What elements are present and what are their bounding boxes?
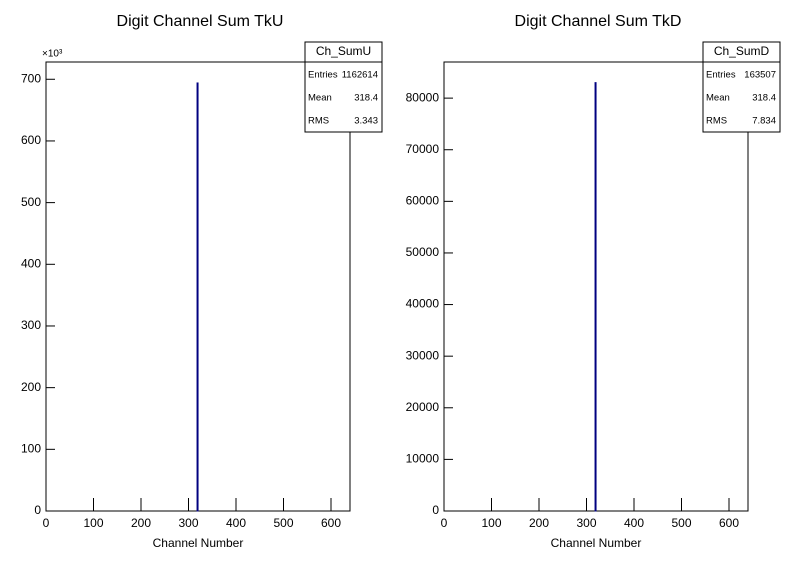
stats-value: 163507 xyxy=(744,70,776,81)
x-tick-label: 200 xyxy=(131,516,151,530)
x-tick-label: 300 xyxy=(576,516,596,530)
stats-label: Mean xyxy=(706,93,730,104)
y-tick-label: 30000 xyxy=(406,348,440,362)
y-tick-label: 20000 xyxy=(406,400,440,414)
y-tick-label: 70000 xyxy=(406,142,440,156)
stats-value: 7.834 xyxy=(752,116,776,127)
stats-box xyxy=(304,41,383,133)
chart-title: Digit Channel Sum TkD xyxy=(515,13,682,30)
y-tick-label: 0 xyxy=(34,503,41,517)
x-tick-label: 300 xyxy=(178,516,198,530)
y-tick-label: 700 xyxy=(21,71,41,85)
histogram-bar xyxy=(594,82,597,512)
y-tick-label: 0 xyxy=(432,503,439,517)
stats-label: Entries xyxy=(308,70,338,81)
x-tick-label: 100 xyxy=(83,516,103,530)
y-tick-label: 50000 xyxy=(406,245,440,259)
x-tick-label: 0 xyxy=(43,516,50,530)
y-tick-label: 100 xyxy=(21,441,41,455)
panel: Digit Channel Sum TkU 0 100 200 300 400 500 600… xyxy=(21,13,383,550)
stats-value: 318.4 xyxy=(752,93,776,104)
y-tick-label: 60000 xyxy=(406,194,440,208)
x-tick-label: 400 xyxy=(226,516,246,530)
stats-title: Ch_SumD xyxy=(714,44,770,58)
y-tick-label: 200 xyxy=(21,380,41,394)
stats-title: Ch_SumU xyxy=(316,44,371,58)
x-tick-label: 100 xyxy=(481,516,501,530)
x-tick-label: 200 xyxy=(529,516,549,530)
y-multiplier: ×10³ xyxy=(42,49,63,60)
x-tick-label: 600 xyxy=(321,516,341,530)
stats-label: RMS xyxy=(308,116,329,127)
x-axis-label: Channel Number xyxy=(153,536,244,550)
stats-label: RMS xyxy=(706,116,727,127)
stats-box xyxy=(702,41,781,133)
stats-value: 1162614 xyxy=(342,70,378,81)
stats-value: 3.343 xyxy=(354,116,378,127)
panel: Digit Channel Sum TkD 0 10000 20000 30000 400… xyxy=(406,13,781,550)
chart-title: Digit Channel Sum TkU xyxy=(117,13,284,30)
stats-label: Entries xyxy=(706,70,736,81)
stats-label: Mean xyxy=(308,93,332,104)
y-tick-label: 600 xyxy=(21,133,41,147)
x-tick-label: 400 xyxy=(624,516,644,530)
x-tick-label: 500 xyxy=(671,516,691,530)
y-tick-label: 10000 xyxy=(406,452,440,466)
x-tick-label: 0 xyxy=(441,516,448,530)
y-tick-label: 400 xyxy=(21,256,41,270)
y-tick-label: 40000 xyxy=(406,297,440,311)
histogram-bar xyxy=(196,82,199,512)
y-tick-label: 300 xyxy=(21,318,41,332)
y-tick-label: 80000 xyxy=(406,90,440,104)
x-tick-label: 600 xyxy=(719,516,739,530)
y-tick-label: 500 xyxy=(21,195,41,209)
x-axis-label: Channel Number xyxy=(551,536,642,550)
x-tick-label: 500 xyxy=(273,516,293,530)
stats-value: 318.4 xyxy=(354,93,378,104)
